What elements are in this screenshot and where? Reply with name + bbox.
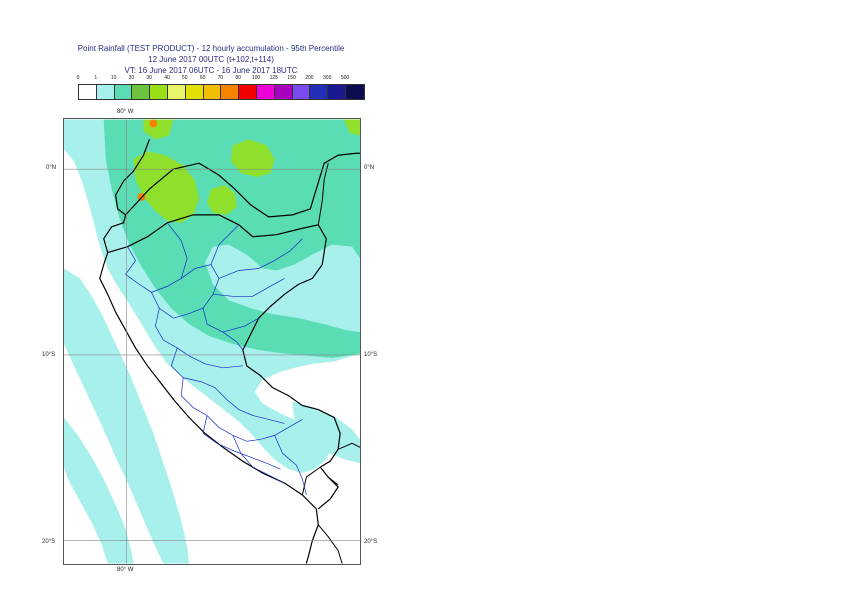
legend-threshold-label: 500 [340, 75, 350, 81]
chart-subtitle-validity: VT: 16 June 2017 06UTC - 16 June 2017 18… [124, 66, 298, 75]
legend-swatch [132, 85, 151, 99]
lat-label-10-left: 10°S [42, 352, 56, 358]
rainfall-map [63, 118, 361, 565]
legend-threshold-label: 150 [287, 75, 296, 81]
legend-threshold-label: 300 [323, 75, 332, 81]
legend-swatch [328, 85, 346, 99]
legend-threshold-label: 200 [305, 75, 314, 81]
rain-peak-spot-2 [149, 119, 158, 128]
legend-threshold-label: 100 [251, 75, 261, 81]
lat-label-10-right: 10°S [364, 352, 378, 358]
rain-area-high-3 [207, 185, 237, 215]
legend-swatch [310, 85, 329, 99]
legend-swatch [96, 85, 115, 99]
legend-threshold-labels: 0 1 10 20 30 40 50 60 70 80 100 125 150 200 300 500 [0, 75, 842, 85]
lon-label-top: 80° W [117, 109, 134, 115]
legend-threshold-label: 10 [110, 75, 117, 81]
legend-swatch [79, 85, 97, 99]
legend-threshold-label: 60 [199, 75, 206, 81]
legend-swatch [256, 85, 275, 99]
rain-area-low-3 [64, 417, 134, 564]
lat-label-0-left: 0°N [46, 165, 57, 171]
legend-swatch [274, 85, 293, 99]
legend-swatch [292, 85, 311, 99]
legend-swatch [203, 85, 222, 99]
department-boundaries [125, 222, 307, 496]
legend-swatch [345, 85, 364, 99]
country-border-ecuador-colombia [125, 152, 360, 218]
chart-title: Point Rainfall (TEST PRODUCT) - 12 hourl… [77, 44, 345, 53]
legend-swatch [150, 85, 168, 99]
color-legend [78, 84, 365, 100]
legend-threshold-label: 40 [164, 75, 170, 81]
country-border-bolivia [301, 442, 360, 564]
rain-area-high-2 [230, 139, 275, 178]
legend-threshold-label: 1 [94, 75, 98, 81]
legend-swatch [239, 85, 257, 99]
lat-label-0-right: 0°N [364, 165, 375, 171]
legend-threshold-label: 30 [146, 75, 152, 81]
coastline [99, 139, 319, 564]
legend-threshold-label: 125 [269, 75, 278, 81]
legend-threshold-label: 80 [235, 75, 241, 81]
legend-threshold-label: 20 [128, 75, 135, 81]
legend-threshold-label: 50 [182, 75, 188, 81]
rain-area-low-4 [292, 401, 360, 464]
legend-threshold-label: 70 [217, 75, 224, 81]
legend-swatch [114, 85, 133, 99]
lon-label-bottom: 80° W [117, 567, 134, 573]
legend-threshold-label: 0 [76, 75, 80, 81]
chart-subtitle-run: 12 June 2017 00UTC (t+102,t+114) [148, 55, 274, 64]
country-border-brazil [317, 163, 329, 225]
lat-label-20-right: 20°S [364, 539, 378, 545]
rain-area-high-5 [344, 119, 360, 136]
legend-swatch [167, 85, 186, 99]
legend-swatch [185, 85, 204, 99]
legend-swatch [221, 85, 240, 99]
lat-label-20-left: 20°S [42, 539, 56, 545]
